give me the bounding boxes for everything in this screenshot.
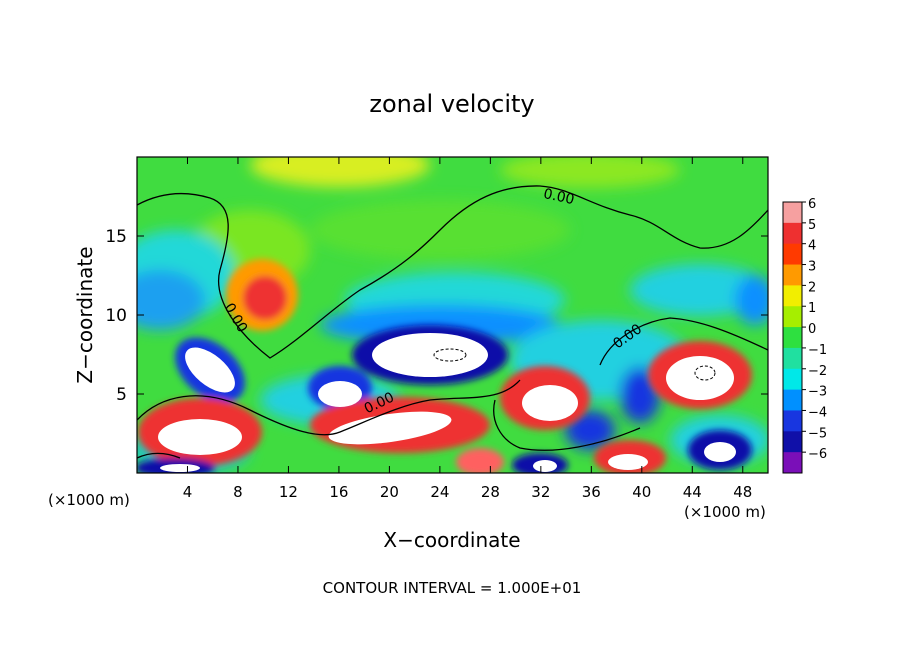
x-tick-label: 48	[733, 483, 752, 501]
colorbar-label: 4	[808, 239, 816, 254]
colorbar-swatch	[783, 389, 802, 411]
colorbar-frame	[782, 201, 803, 474]
colorbar-swatch	[783, 347, 802, 370]
zero-contours	[137, 185, 768, 459]
colorbar-swatch	[783, 306, 802, 328]
colorbar-label: 0	[808, 322, 816, 337]
x-unit-right: (×1000 m)	[684, 503, 766, 521]
x-tick-label: 16	[329, 483, 348, 501]
x-axis-ticks: 4 8 12 16 20 24 28 32 36 40 44 48	[183, 157, 752, 501]
chart-title: zonal velocity	[369, 90, 534, 118]
colorbar-swatch	[783, 243, 802, 266]
colorbar-swatch	[783, 222, 802, 245]
y-axis-label: Z−coordinate	[73, 246, 97, 383]
colorbar-swatch	[783, 264, 802, 286]
x-tick-label: 44	[683, 483, 702, 501]
colorbar-label: −6	[808, 447, 827, 462]
colorbar-label: 2	[808, 280, 816, 295]
colorbar-swatch	[783, 431, 802, 453]
x-unit-left: (×1000 m)	[48, 491, 130, 509]
colorbar-swatch	[783, 285, 802, 307]
x-tick-label: 40	[632, 483, 651, 501]
colorbar-swatch	[783, 452, 802, 474]
colorbar-label: −1	[808, 343, 827, 358]
colorbar-label: −5	[808, 426, 827, 441]
colorbar-swatch	[783, 410, 802, 432]
colorbar-label: 3	[808, 260, 816, 275]
colorbar: 6 5 4 3 2 1 0 −1 −2 −3 −4 −5 −6	[782, 197, 827, 474]
colorbar-swatch	[783, 202, 802, 224]
colorbar-label: −3	[808, 385, 827, 400]
x-tick-label: 36	[582, 483, 601, 501]
y-tick-label: 15	[105, 227, 127, 247]
colorbar-label: 5	[808, 218, 816, 233]
x-tick-label: 4	[183, 483, 193, 501]
x-tick-label: 32	[531, 483, 550, 501]
x-tick-label: 28	[481, 483, 500, 501]
colorbar-swatch	[783, 368, 802, 391]
y-tick-label: 5	[116, 385, 127, 405]
x-tick-label: 12	[279, 483, 298, 501]
colorbar-label: 1	[808, 301, 816, 316]
x-tick-label: 20	[380, 483, 399, 501]
heatmap-field	[137, 157, 768, 473]
colorbar-label: 6	[808, 197, 816, 212]
colorbar-swatch	[783, 327, 802, 349]
colorbar-label: −4	[808, 405, 827, 420]
x-tick-label: 24	[430, 483, 449, 501]
y-tick-label: 10	[105, 306, 127, 326]
x-tick-label: 8	[233, 483, 243, 501]
contour-label: 0.00	[542, 186, 576, 208]
contour-interval-note: CONTOUR INTERVAL = 1.000E+01	[323, 579, 582, 597]
y-axis-ticks: 5 10 15	[105, 227, 768, 405]
x-axis-label: X−coordinate	[383, 528, 520, 552]
colorbar-label: −2	[808, 364, 827, 379]
